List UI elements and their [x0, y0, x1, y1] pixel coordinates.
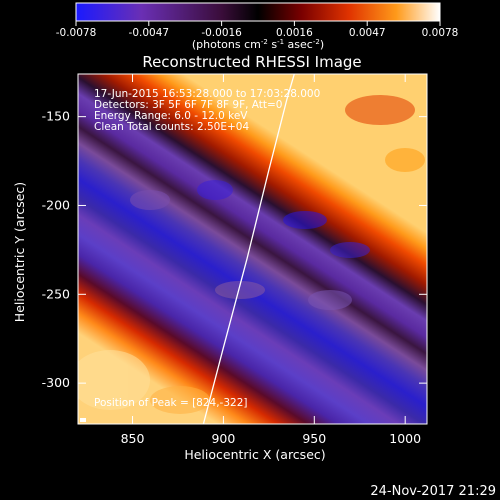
colorbar-tick-label: -0.0078 [56, 27, 97, 39]
solar-limb-curve [202, 74, 295, 424]
annotation-line: Clean Total counts: 2.50E+04 [94, 121, 249, 133]
footer-timestamp: 24-Nov-2017 21:29 [370, 484, 496, 499]
heatmap-image [78, 74, 427, 424]
peak-marker [80, 418, 86, 422]
annotation-line: Detectors: 3F 5F 6F 7F 8F 9F, Att=0 [94, 99, 283, 111]
colorbar-tick-label: -0.0047 [129, 27, 170, 39]
annotation-line: Energy Range: 6.0 - 12.0 keV [94, 110, 248, 122]
y-tick-label: -300 [42, 375, 70, 390]
x-axis-ticks: 850 900 950 1000 [121, 74, 421, 446]
colorbar-tick-label: 0.0047 [349, 27, 386, 39]
peak-position-label: Position of Peak = [824,-322] [94, 397, 248, 409]
x-tick-label: 850 [121, 431, 145, 446]
x-tick-label: 900 [211, 431, 235, 446]
annotation-line: 17-Jun-2015 16:53:28.000 to 17:03:28.000 [94, 88, 320, 100]
chart-title: Reconstructed RHESSI Image [142, 53, 361, 71]
y-axis-ticks: -150 -200 -250 -300 [42, 109, 427, 390]
y-tick-label: -200 [42, 197, 70, 212]
x-axis-label: Heliocentric X (arcsec) [184, 447, 325, 462]
colorbar-tick-label: -0.0016 [201, 27, 242, 39]
plot-frame [77, 73, 428, 425]
x-tick-label: 950 [302, 431, 326, 446]
y-tick-label: -150 [42, 109, 70, 124]
annotation-block: 17-Jun-2015 16:53:28.000 to 17:03:28.000… [94, 88, 320, 133]
y-tick-label: -250 [42, 286, 70, 301]
colorbar-unit-label: (photons cm-2 s-1 asec-2) [192, 38, 324, 51]
heatmap-texture [78, 95, 425, 414]
colorbar-tick-label: 0.0016 [276, 27, 313, 39]
colorbar-ticks: -0.0078 -0.0047 -0.0016 0.0016 0.0047 0.0078 [56, 21, 459, 39]
x-tick-label: 1000 [389, 431, 421, 446]
y-axis-label: Heliocentric Y (arcsec) [12, 182, 27, 322]
colorbar-tick-label: 0.0078 [422, 27, 459, 39]
colorbar [75, 2, 441, 22]
